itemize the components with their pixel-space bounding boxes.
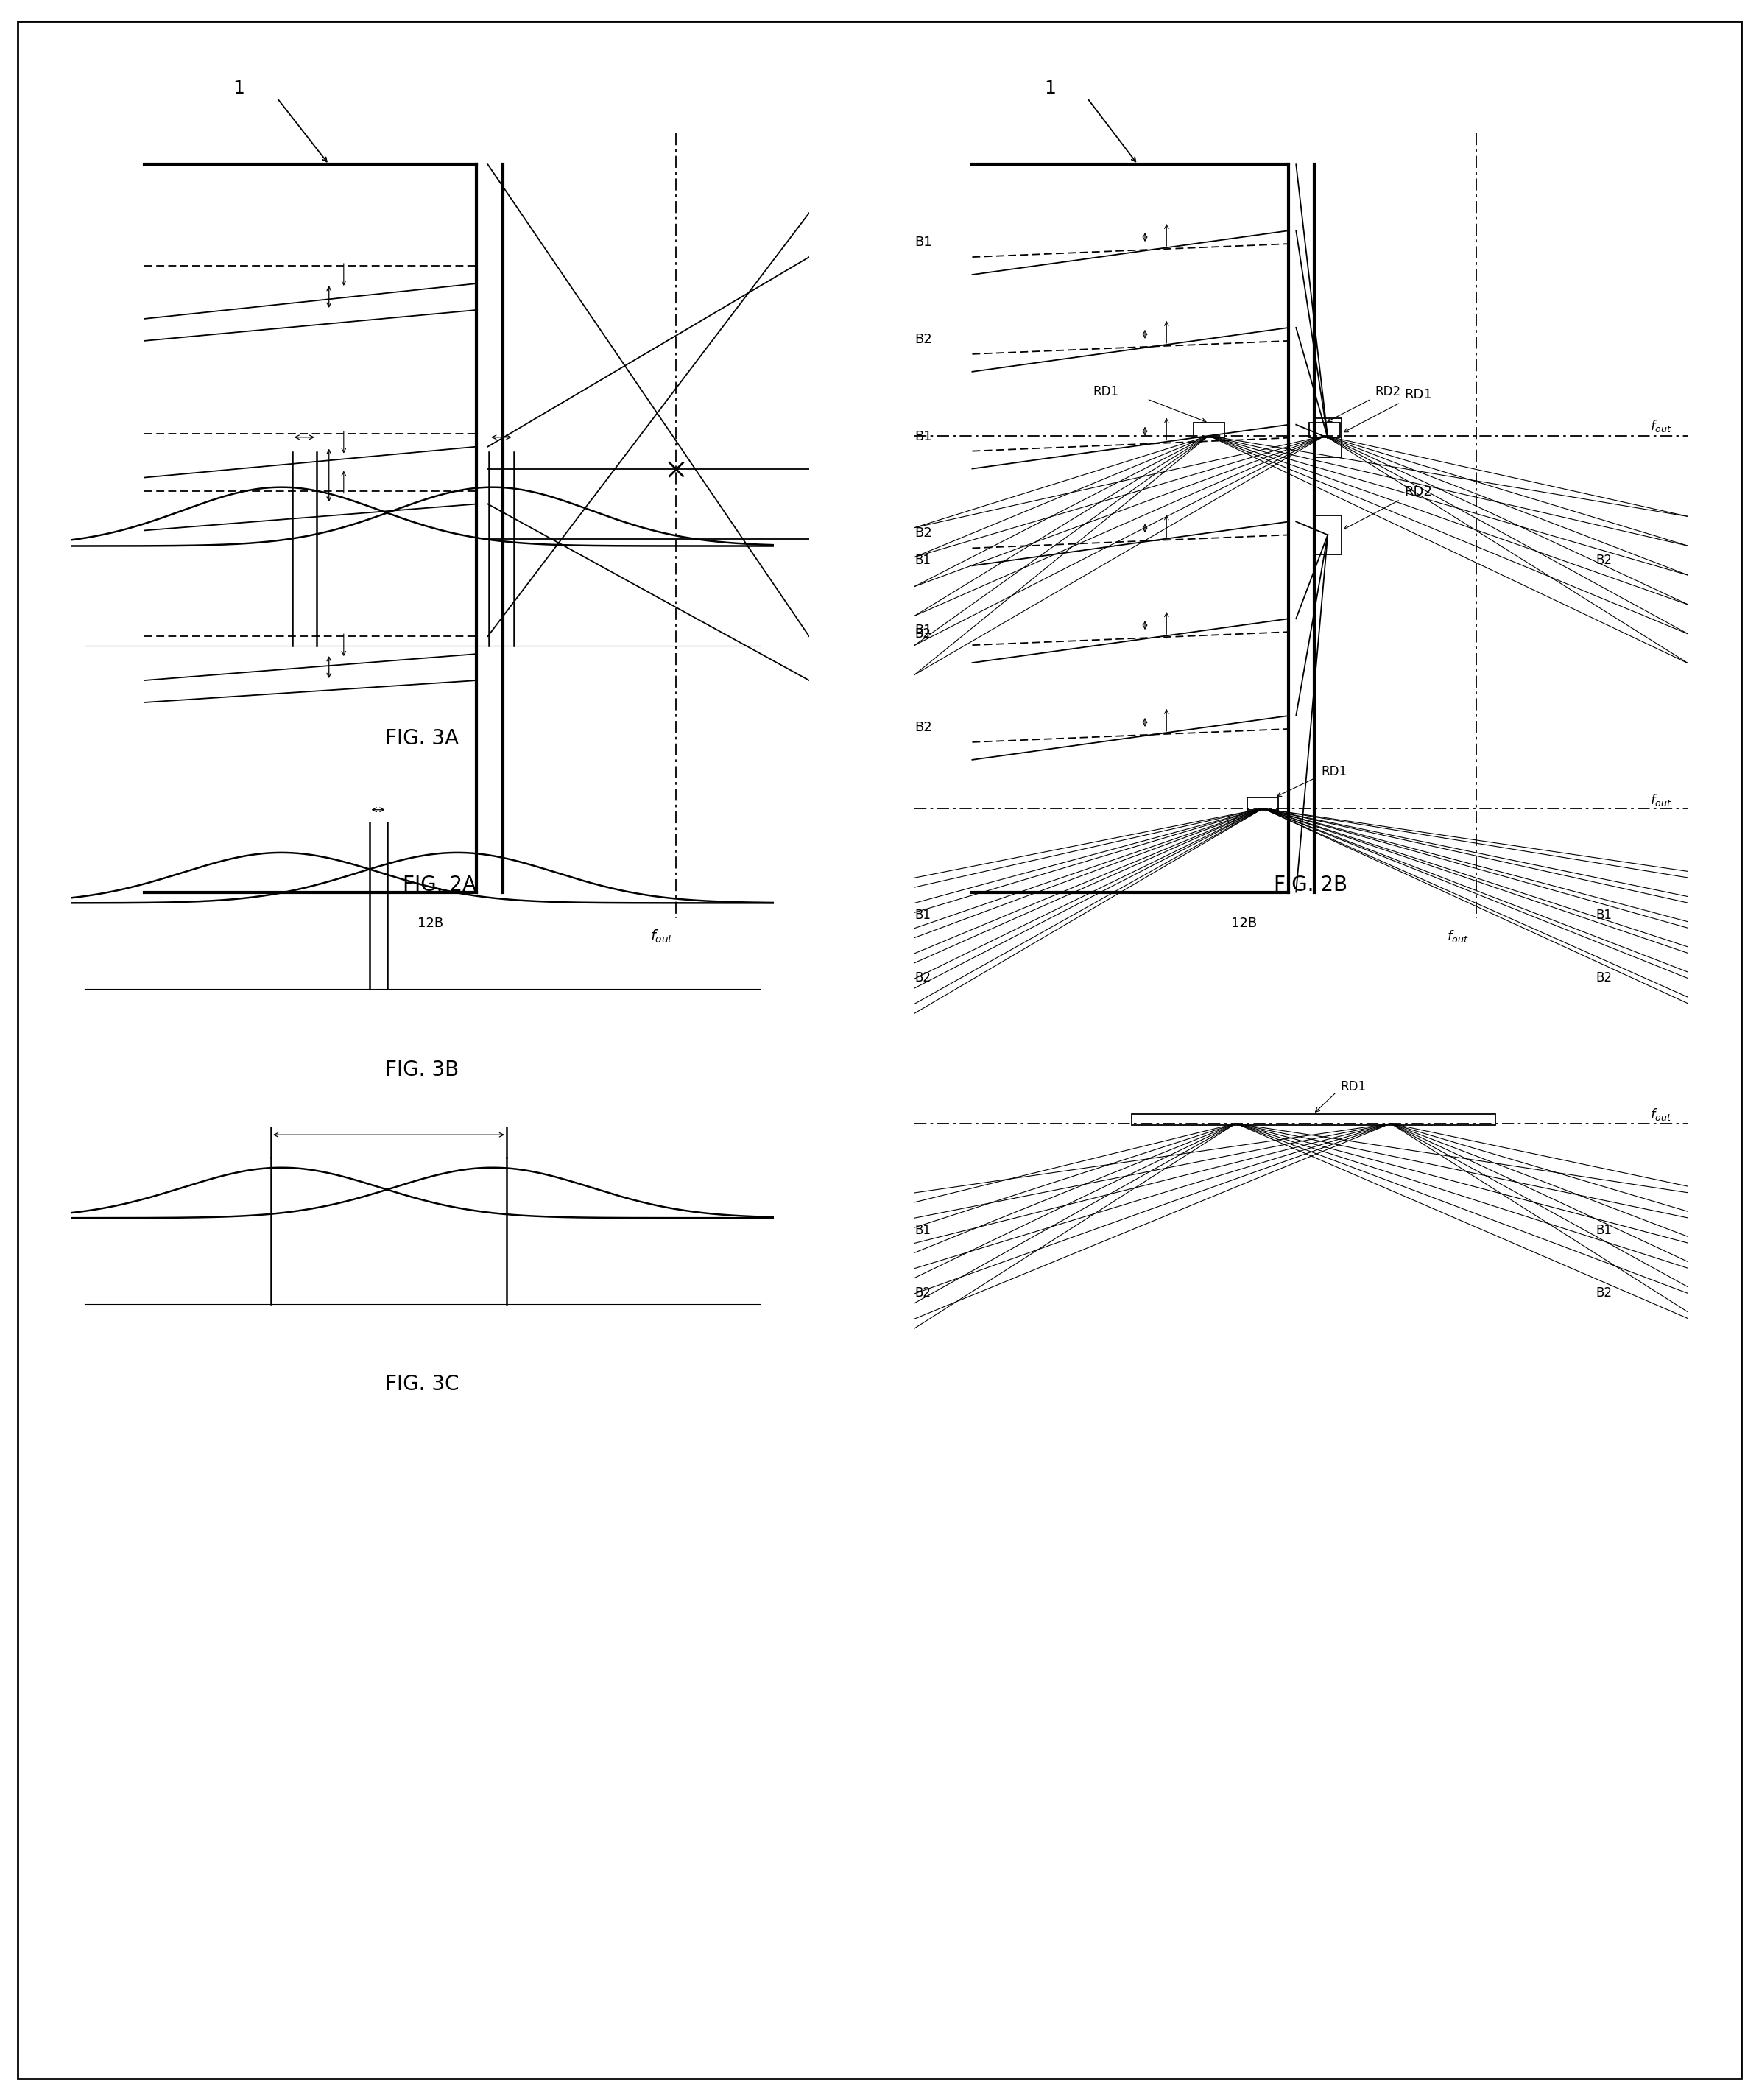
Text: $f_{out}$: $f_{out}$: [1650, 792, 1671, 808]
Text: B2: B2: [1595, 972, 1611, 985]
Text: B2: B2: [1595, 554, 1611, 567]
Text: RD1: RD1: [1340, 1079, 1367, 1094]
Text: B2: B2: [915, 720, 932, 735]
Bar: [1314, 418, 1342, 458]
Text: B2: B2: [915, 628, 931, 640]
Text: $f_{out}$: $f_{out}$: [1650, 418, 1671, 435]
Text: B2: B2: [915, 332, 932, 346]
Bar: [1247, 798, 1279, 811]
Text: FIG. 3C: FIG. 3C: [385, 1373, 459, 1394]
Text: FIG. 3B: FIG. 3B: [385, 1058, 459, 1079]
Text: B1: B1: [915, 1224, 931, 1237]
Text: B2: B2: [915, 1287, 931, 1300]
Text: RD1: RD1: [1092, 384, 1119, 399]
Text: FIG. 3A: FIG. 3A: [385, 729, 459, 750]
Text: 1: 1: [232, 80, 245, 97]
Text: 1: 1: [1045, 80, 1055, 97]
Text: FIG. 2A: FIG. 2A: [403, 874, 477, 895]
Text: RD2: RD2: [1404, 485, 1432, 498]
Text: B2: B2: [915, 972, 931, 985]
Text: B1: B1: [915, 554, 931, 567]
Text: B1: B1: [915, 624, 932, 636]
Text: RD2: RD2: [1376, 384, 1402, 399]
Text: B1: B1: [915, 430, 932, 443]
Text: B1: B1: [915, 909, 931, 922]
Text: $f_{out}$: $f_{out}$: [1650, 1107, 1671, 1124]
Text: B1: B1: [915, 235, 932, 250]
Text: $f_{out}$: $f_{out}$: [1448, 928, 1469, 945]
Text: FIG. 2B: FIG. 2B: [1274, 874, 1347, 895]
Bar: [1193, 422, 1224, 437]
Text: B1: B1: [1595, 909, 1611, 922]
Text: B2: B2: [1595, 1287, 1611, 1300]
Bar: [1131, 1113, 1495, 1126]
Bar: [1314, 514, 1342, 554]
Text: RD1: RD1: [1404, 388, 1432, 401]
Text: B2: B2: [915, 527, 932, 540]
Bar: [1309, 422, 1340, 437]
Text: 12B: 12B: [417, 918, 443, 930]
Text: 12B: 12B: [1231, 918, 1258, 930]
Text: $f_{out}$: $f_{out}$: [651, 928, 674, 945]
Text: B1: B1: [1595, 1224, 1611, 1237]
Text: RD1: RD1: [1321, 764, 1347, 779]
